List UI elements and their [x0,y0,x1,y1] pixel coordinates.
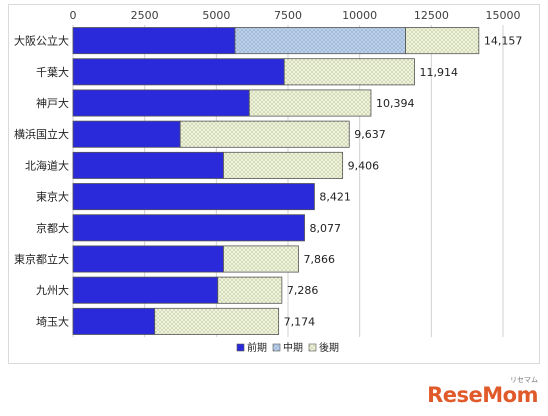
total-labels: 14,157 11,914 10,394 9,637 9,406 8,421 8,077 7,… [284,35,523,329]
watermark-text: ReseMom [427,383,538,407]
category-label: 大阪公立大 [14,34,69,48]
category-label: 横浜国立大 [14,127,69,141]
category-label: 東京都立大 [14,252,69,266]
total-label: 8,077 [310,222,342,235]
total-label: 10,394 [376,97,415,110]
bars [72,27,480,335]
resemom-logo: リセマム ReseMom [427,376,538,410]
bar-segment-前期 [72,183,315,211]
total-label: 8,421 [319,191,351,204]
bar-segment-後期 [405,27,480,55]
watermark-sub: リセマム [510,376,538,384]
category-label: 京都大 [36,221,69,235]
legend-swatch [308,343,317,352]
x-tick-label: 2500 [131,9,159,22]
legend-swatch [236,343,245,352]
bar-segment-前期 [72,151,224,179]
bar-segment-後期 [223,151,344,179]
total-label: 7,174 [284,315,316,328]
x-axis-ticks: 0 2500 5000 7500 10000 12500 15000 [70,9,521,22]
total-label: 7,866 [303,253,335,266]
bar-segment-前期 [72,27,236,55]
legend-swatch [272,343,281,352]
x-tick-label: 12500 [414,9,449,22]
x-tick-label: 15000 [486,9,521,22]
chart-frame: 0 2500 5000 7500 10000 12500 15000 大阪公立大千葉大神戸大… [8,4,540,364]
bar-segment-前期 [72,89,250,117]
category-label: 千葉大 [36,65,69,79]
bar-segment-中期 [234,27,406,55]
category-label: 神戸大 [36,96,69,110]
legend-label: 前期 [247,341,267,354]
total-label: 14,157 [484,35,522,48]
stacked-bar-chart: 0 2500 5000 7500 10000 12500 15000 大阪公立大千葉大神戸大… [14,9,523,354]
total-label: 11,914 [420,66,459,79]
bar-segment-後期 [217,276,283,304]
bar-segment-前期 [72,120,181,148]
bar-segment-後期 [283,58,415,86]
x-tick-label: 10000 [342,9,377,22]
category-label: 埼玉大 [36,314,69,328]
legend: 前期 中期 後期 [236,341,339,354]
bar-segment-後期 [154,307,280,335]
x-tick-label: 0 [70,9,77,22]
total-label: 9,406 [348,159,380,172]
legend-label: 中期 [283,341,303,354]
total-label: 9,637 [354,128,386,141]
bar-segment-前期 [72,276,219,304]
bar-segment-前期 [72,245,224,273]
bar-segment-前期 [72,214,305,242]
category-label: 北海道大 [25,158,69,172]
bar-segment-前期 [72,307,156,335]
legend-label: 後期 [319,341,339,354]
bar-segment-後期 [179,120,350,148]
bar-segment-後期 [223,245,299,273]
bar-segment-後期 [248,89,372,117]
x-tick-label: 5000 [202,9,230,22]
x-tick-label: 7500 [274,9,302,22]
category-label: 東京大 [36,190,69,204]
category-label: 九州大 [36,283,69,297]
bar-segment-前期 [72,58,285,86]
total-label: 7,286 [287,284,319,297]
